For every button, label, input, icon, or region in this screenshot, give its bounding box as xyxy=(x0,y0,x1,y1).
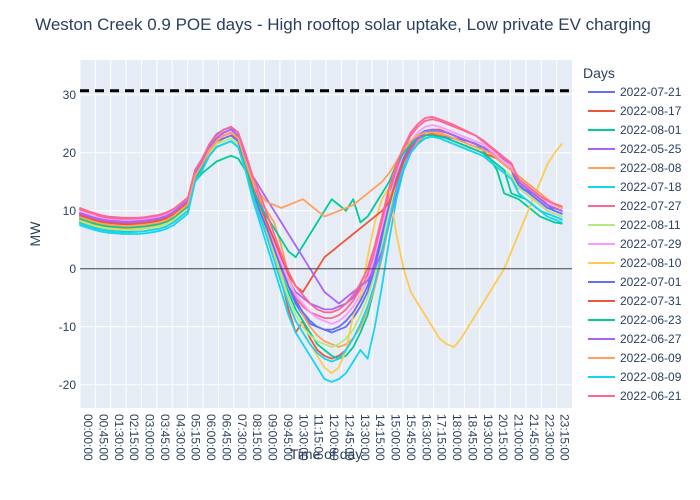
legend-label: 2022-07-29 xyxy=(620,237,682,251)
legend-label: 2022-07-21 xyxy=(620,85,682,99)
legend-title: Days xyxy=(583,65,615,81)
x-tick-label: 14:15:00 xyxy=(373,414,387,461)
x-tick-label: 18:00:00 xyxy=(450,414,464,461)
x-tick-label: 06:45:00 xyxy=(219,414,233,461)
x-tick-label: 09:00:00 xyxy=(266,414,280,461)
legend-item[interactable]: 2022-08-10 xyxy=(588,256,682,270)
x-tick-label: 23:15:00 xyxy=(558,414,572,461)
y-axis-ticks: -20 -10 0 10 20 30 xyxy=(59,88,77,392)
x-tick-label: 00:00:00 xyxy=(81,414,95,461)
legend-label: 2022-05-25 xyxy=(620,142,682,156)
x-tick-label: 12:45:00 xyxy=(342,414,356,461)
x-tick-label: 15:45:00 xyxy=(404,414,418,461)
legend-item[interactable]: 2022-08-11 xyxy=(588,218,681,232)
legend-label: 2022-08-08 xyxy=(620,161,682,175)
y-tick-label: 0 xyxy=(69,262,76,276)
y-axis-title: MW xyxy=(27,221,43,247)
x-tick-label: 04:30:00 xyxy=(173,414,187,461)
x-tick-label: 22:30:00 xyxy=(542,414,556,461)
x-axis-title: Time of day xyxy=(290,446,363,462)
y-tick-label: 20 xyxy=(63,146,77,160)
legend-item[interactable]: 2022-06-21 xyxy=(588,389,682,403)
legend-label: 2022-07-31 xyxy=(620,294,682,308)
series-line-2022-07-29 xyxy=(79,124,563,325)
legend-item[interactable]: 2022-06-23 xyxy=(588,313,682,327)
legend-item[interactable]: 2022-07-21 xyxy=(588,85,682,99)
series-line-2022-06-09 xyxy=(79,131,563,227)
x-tick-label: 07:30:00 xyxy=(235,414,249,461)
legend-item[interactable]: 2022-06-27 xyxy=(588,332,682,346)
legend-item[interactable]: 2022-08-01 xyxy=(588,123,682,137)
legend-item[interactable]: 2022-07-31 xyxy=(588,294,682,308)
x-tick-label: 05:15:00 xyxy=(189,414,203,461)
legend-label: 2022-07-18 xyxy=(620,180,682,194)
x-tick-label: 12:00:00 xyxy=(327,414,341,461)
legend-item[interactable]: 2022-05-25 xyxy=(588,142,682,156)
legend-label: 2022-07-27 xyxy=(620,199,682,213)
legend-item[interactable]: 2022-07-27 xyxy=(588,199,682,213)
x-tick-label: 21:45:00 xyxy=(527,414,541,461)
x-tick-label: 16:30:00 xyxy=(419,414,433,461)
series-line-2022-06-23 xyxy=(79,134,563,259)
series-lines xyxy=(79,115,563,383)
y-tick-label: 10 xyxy=(63,204,77,218)
x-tick-label: 02:15:00 xyxy=(127,414,141,461)
x-tick-label: 00:45:00 xyxy=(96,414,110,461)
x-tick-label: 03:00:00 xyxy=(143,414,157,461)
x-tick-label: 01:30:00 xyxy=(112,414,126,461)
x-tick-label: 13:30:00 xyxy=(358,414,372,461)
x-tick-label: 03:45:00 xyxy=(158,414,172,461)
legend-label: 2022-06-09 xyxy=(620,351,682,365)
x-tick-label: 09:45:00 xyxy=(281,414,295,461)
legend-item[interactable]: 2022-07-29 xyxy=(588,237,682,251)
y-tick-label: -20 xyxy=(59,378,77,392)
x-tick-label: 21:00:00 xyxy=(512,414,526,461)
series-line-2022-06-27 xyxy=(79,128,563,305)
x-tick-label: 20:15:00 xyxy=(496,414,510,461)
legend-item[interactable]: 2022-08-08 xyxy=(588,161,682,175)
legend-label: 2022-08-11 xyxy=(620,218,681,232)
x-tick-label: 15:00:00 xyxy=(389,414,403,461)
x-tick-label: 19:30:00 xyxy=(481,414,495,461)
y-tick-label: -10 xyxy=(59,320,77,334)
series-line-2022-08-10 xyxy=(79,140,563,375)
x-tick-label: 10:30:00 xyxy=(296,414,310,461)
legend-item[interactable]: 2022-08-09 xyxy=(588,370,682,384)
x-tick-label: 08:15:00 xyxy=(250,414,264,461)
legend-label: 2022-08-09 xyxy=(620,370,682,384)
legend-label: 2022-06-23 xyxy=(620,313,682,327)
legend-label: 2022-07-01 xyxy=(620,275,682,289)
legend-item[interactable]: 2022-06-09 xyxy=(588,351,682,365)
x-tick-label: 18:45:00 xyxy=(465,414,479,461)
legend-label: 2022-06-21 xyxy=(620,389,682,403)
legend-label: 2022-08-01 xyxy=(620,123,682,137)
legend-item[interactable]: 2022-07-18 xyxy=(588,180,682,194)
series-line-2022-06-21 xyxy=(79,115,563,314)
gridlines xyxy=(79,60,572,408)
chart-title: Weston Creek 0.9 POE days - High rooftop… xyxy=(35,15,651,34)
x-tick-label: 06:00:00 xyxy=(204,414,218,461)
x-tick-label: 11:15:00 xyxy=(312,414,326,460)
x-axis-ticks: 00:00:00 00:45:00 01:30:00 02:15:00 03:00:00… xyxy=(81,414,572,461)
legend-item[interactable]: 2022-07-01 xyxy=(588,275,682,289)
legend-label: 2022-08-10 xyxy=(620,256,682,270)
legend-label: 2022-06-27 xyxy=(620,332,682,346)
x-tick-label: 17:15:00 xyxy=(435,414,449,461)
reference-lines xyxy=(80,89,572,270)
y-tick-label: 30 xyxy=(63,88,77,102)
series-line-2022-08-09 xyxy=(79,135,563,363)
legend[interactable]: Days 2022-07-21 2022-08-17 2022-08-01 2022-… xyxy=(583,65,682,403)
legend-label: 2022-08-17 xyxy=(620,104,682,118)
legend-item[interactable]: 2022-08-17 xyxy=(588,104,682,118)
